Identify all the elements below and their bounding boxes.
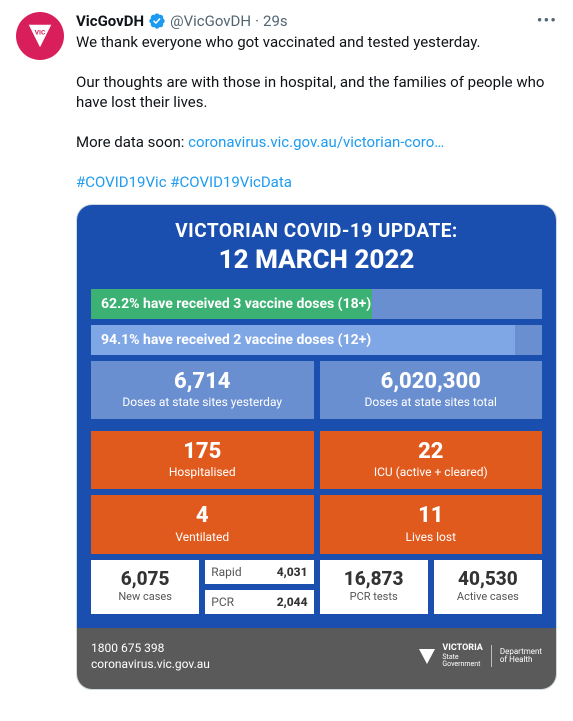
dose-grid: 6,714 Doses at state sites yesterday 6,0… xyxy=(91,361,542,419)
handle[interactable]: @VicGovDH xyxy=(170,12,251,30)
tweet-line1: We thank everyone who got vaccinated and… xyxy=(76,33,481,51)
more-icon[interactable]: ••• xyxy=(537,13,557,30)
infographic-date: 12 MARCH 2022 xyxy=(91,245,542,275)
lives-cell: 11 Lives lost xyxy=(320,495,543,553)
dose-cell-yesterday: 6,714 Doses at state sites yesterday xyxy=(91,361,314,419)
victoria-logo: VICTORIA State Government xyxy=(417,644,482,668)
stat-label: Ventilated xyxy=(95,530,310,544)
dose-cell-total: 6,020,300 Doses at state sites total xyxy=(320,361,543,419)
stat-number: 2,044 xyxy=(277,595,308,609)
tweet-line3-prefix: More data soon: xyxy=(76,133,188,151)
timestamp[interactable]: 29s xyxy=(263,12,288,30)
avatar[interactable]: VIC xyxy=(16,12,64,60)
stat-label: Hospitalised xyxy=(95,465,310,479)
stat-label: New cases xyxy=(95,590,195,603)
vax-bar-label: 62.2% have received 3 vaccine doses (18+… xyxy=(101,296,371,312)
hosp-cell: 175 Hospitalised xyxy=(91,431,314,489)
svg-text:VIC: VIC xyxy=(35,29,46,37)
tweet-text: We thank everyone who got vaccinated and… xyxy=(76,32,557,192)
infographic-card: VICTORIAN COVID-19 UPDATE: 12 MARCH 2022… xyxy=(76,204,557,690)
stat-label: ICU (active + cleared) xyxy=(324,465,539,479)
victoria-icon xyxy=(417,646,437,666)
hashtag-2[interactable]: #COVID19VicData xyxy=(170,173,292,191)
stat-number: 4,031 xyxy=(277,565,308,579)
stat-label: Active cases xyxy=(438,590,538,603)
stat-number: 40,530 xyxy=(438,568,538,590)
hosp-grid: 175 Hospitalised 22 ICU (active + cleare… xyxy=(91,431,542,554)
vax-bar-label: 94.1% have received 2 vaccine doses (12+… xyxy=(101,332,371,348)
active-cases-cell: 40,530 Active cases xyxy=(434,560,542,614)
pcr-cell: PCR 2,044 xyxy=(205,590,313,614)
tweet-link[interactable]: coronavirus.vic.gov.au/victorian-coro… xyxy=(188,133,444,151)
display-name[interactable]: VicGovDH xyxy=(76,12,144,30)
stat-number: 11 xyxy=(324,503,539,528)
stat-label: PCR xyxy=(211,595,234,609)
department-of-health: Department of Health xyxy=(500,648,542,666)
rapid-pcr-split: Rapid 4,031 PCR 2,044 xyxy=(205,560,313,614)
stat-number: 6,075 xyxy=(95,568,195,590)
rapid-cell: Rapid 4,031 xyxy=(205,560,313,584)
stat-number: 4 xyxy=(95,503,310,528)
stat-number: 22 xyxy=(324,439,539,464)
vent-cell: 4 Ventilated xyxy=(91,495,314,553)
logo-divider xyxy=(491,645,492,667)
contact-info: 1800 675 398 coronavirus.vic.gov.au xyxy=(91,640,210,674)
stat-label: PCR tests xyxy=(324,590,424,603)
vic-avatar-icon: VIC xyxy=(25,21,55,51)
infographic-footer: 1800 675 398 coronavirus.vic.gov.au VICT… xyxy=(77,628,556,690)
stat-number: 175 xyxy=(95,439,310,464)
pcr-tests-cell: 16,873 PCR tests xyxy=(320,560,428,614)
tweet-container: VIC VicGovDH @VicGovDH · 29s ••• We than… xyxy=(0,0,573,702)
footer-logos: VICTORIA State Government Department of … xyxy=(417,644,542,668)
stat-number: 6,020,300 xyxy=(324,369,539,394)
stat-number: 6,714 xyxy=(95,369,310,394)
hashtag-1[interactable]: #COVID19Vic xyxy=(76,173,167,191)
phone-number: 1800 675 398 xyxy=(91,640,210,657)
verified-icon xyxy=(148,12,166,30)
separator: · xyxy=(255,12,259,30)
website-url: coronavirus.vic.gov.au xyxy=(91,656,210,673)
vax-bar-3dose: 62.2% have received 3 vaccine doses (18+… xyxy=(91,289,542,319)
icu-cell: 22 ICU (active + cleared) xyxy=(320,431,543,489)
infographic-title: VICTORIAN COVID-19 UPDATE: xyxy=(91,219,542,243)
cases-grid: 6,075 New cases Rapid 4,031 PCR 2,044 xyxy=(91,560,542,628)
new-cases-cell: 6,075 New cases xyxy=(91,560,199,614)
stat-label: Doses at state sites yesterday xyxy=(95,395,310,409)
tweet-line2: Our thoughts are with those in hospital,… xyxy=(76,73,548,111)
infographic-main: VICTORIAN COVID-19 UPDATE: 12 MARCH 2022… xyxy=(77,205,556,628)
tweet-header: VicGovDH @VicGovDH · 29s ••• xyxy=(76,12,557,30)
stat-label: Rapid xyxy=(211,565,241,579)
vax-bar-2dose: 94.1% have received 2 vaccine doses (12+… xyxy=(91,325,542,355)
stat-label: Lives lost xyxy=(324,530,539,544)
tweet-body: VicGovDH @VicGovDH · 29s ••• We thank ev… xyxy=(76,12,557,690)
stat-label: Doses at state sites total xyxy=(324,395,539,409)
stat-number: 16,873 xyxy=(324,568,424,590)
